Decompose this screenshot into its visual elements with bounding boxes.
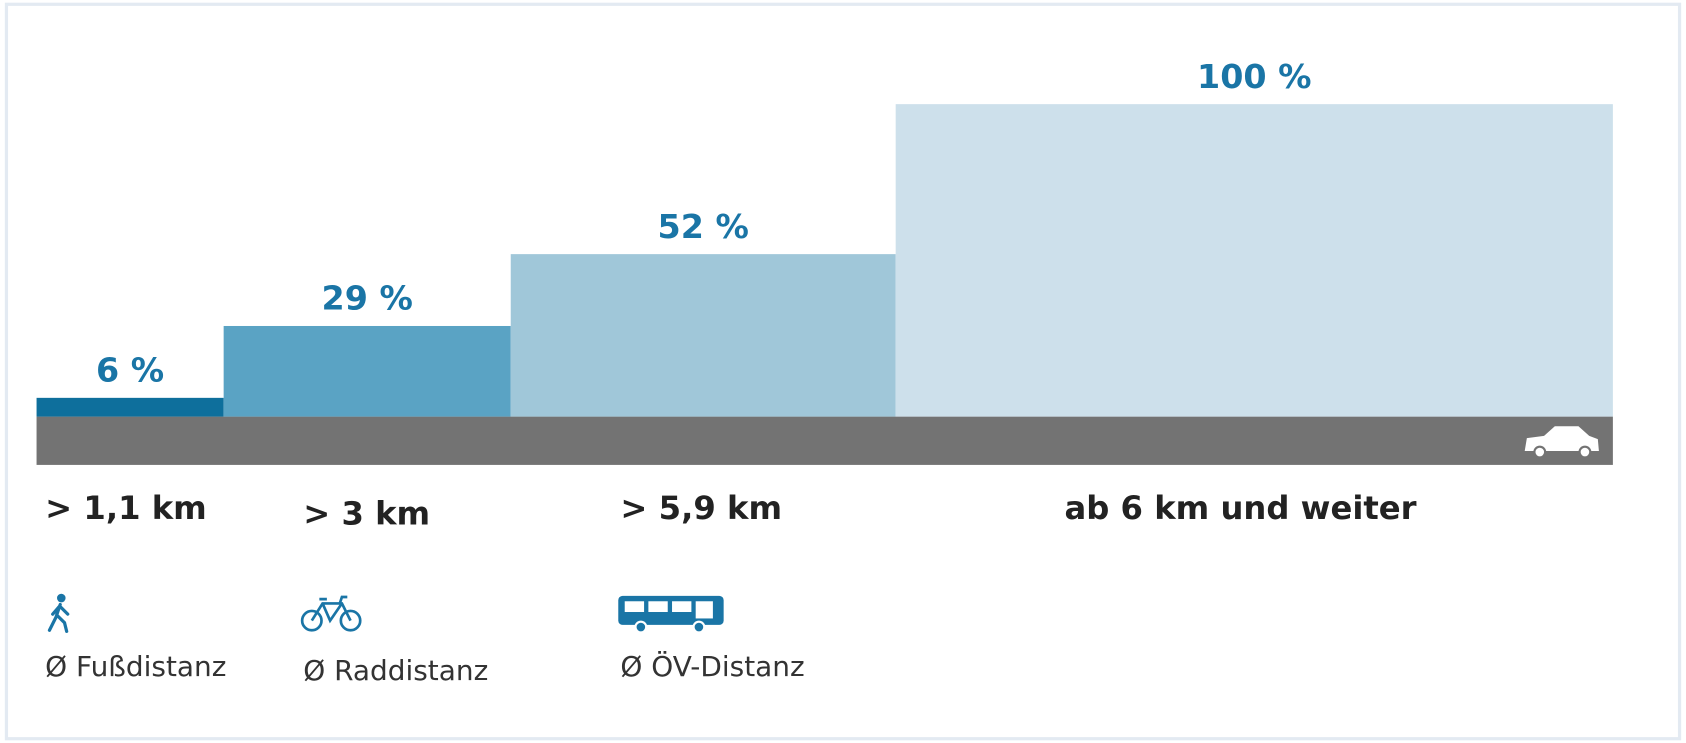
category-label: ab 6 km und weiter bbox=[1065, 489, 1417, 527]
bus-icon bbox=[618, 595, 724, 634]
value-label: 100 % bbox=[1197, 57, 1312, 96]
mode-label: Ø ÖV-Distanz bbox=[620, 649, 804, 683]
mode-label: Ø Fußdistanz bbox=[45, 650, 226, 683]
mode-label: Ø Raddistanz bbox=[303, 654, 488, 687]
bar bbox=[36, 397, 224, 417]
road bbox=[36, 416, 1613, 465]
bar bbox=[223, 325, 511, 417]
category-label: > 1,1 km bbox=[45, 489, 207, 527]
value-label: 52 % bbox=[658, 207, 749, 246]
value-label: 29 % bbox=[322, 279, 413, 318]
bar bbox=[510, 254, 896, 417]
walk-icon bbox=[47, 593, 70, 633]
category-label: > 3 km bbox=[303, 494, 430, 532]
bike-icon bbox=[300, 595, 362, 632]
value-label: 6 % bbox=[96, 351, 164, 390]
category-label: > 5,9 km bbox=[620, 489, 782, 527]
bar bbox=[895, 104, 1613, 417]
car-icon bbox=[1524, 426, 1599, 459]
